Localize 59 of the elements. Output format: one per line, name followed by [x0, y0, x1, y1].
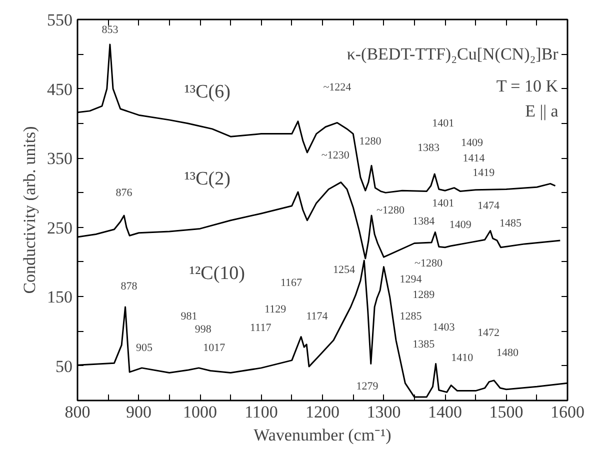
annotation: 853 [102, 24, 119, 36]
annotation: 1474 [477, 200, 500, 212]
annotation: 998 [194, 323, 212, 336]
x-tick-label: 900 [126, 402, 152, 422]
annotation: 1294 [400, 274, 422, 286]
annotation: 1384 [412, 215, 436, 228]
annotation: ~1230 [321, 149, 350, 162]
annotation: 1289 [412, 288, 436, 301]
annotation: 1485 [500, 217, 522, 230]
annotation: E || a [525, 101, 559, 120]
annotation: ¹²C(10) [189, 263, 246, 284]
annotation: 876 [116, 186, 133, 199]
x-tick-label: 1600 [550, 402, 584, 422]
annotation: 1480 [496, 347, 519, 360]
annotation: 1254 [332, 264, 356, 276]
x-tick-label: 1300 [366, 402, 401, 422]
annotation: 1403 [432, 321, 456, 334]
annotation: 878 [120, 280, 138, 293]
y-tick-label: 150 [47, 288, 72, 307]
annotation: 1017 [203, 342, 226, 354]
annotation: ¹³C(2) [184, 168, 230, 190]
annotation: 1385 [412, 338, 436, 351]
annotation: 1280 [359, 136, 382, 148]
x-tick-label: 800 [64, 402, 90, 422]
annotation: ¹³C(6) [184, 82, 230, 103]
text: κ-(BEDT-TTF)₂Cu[N(CN)₂]Br [346, 44, 559, 64]
y-tick-label: 250 [47, 218, 72, 238]
annotation: 1117 [250, 322, 272, 334]
annotation: 1419 [472, 166, 496, 179]
annotation: 981 [180, 310, 198, 322]
x-axis-title: Wavenumber (cm⁻¹) [254, 426, 392, 444]
annotation: 1383 [417, 142, 440, 154]
annotation: ~1280 [414, 257, 443, 270]
annotation: 1410 [451, 352, 474, 364]
annotation: 1414 [462, 152, 486, 164]
y-tick-label: 50 [56, 356, 72, 376]
x-tick-label: 1400 [428, 402, 462, 422]
annotation: 1401 [432, 118, 454, 130]
x-tick-label: 1100 [244, 402, 278, 422]
annotation: 1174 [306, 310, 328, 322]
y-tick-label: 550 [47, 10, 72, 30]
y-tick-label: 350 [47, 149, 72, 168]
y-axis-title: Conductivity (arb. units) [20, 126, 39, 294]
x-tick-label: 1200 [306, 402, 340, 422]
annotation: 1285 [400, 310, 422, 322]
annotation: 1409 [449, 218, 472, 231]
annotation: 905 [136, 342, 154, 354]
annotation: 1409 [460, 137, 484, 150]
annotation: ~1224 [323, 81, 352, 94]
x-tick-label: 1000 [183, 402, 217, 422]
annotation: T = 10 K [496, 76, 559, 96]
annotation: 1401 [432, 197, 454, 210]
annotation: 1279 [356, 380, 379, 392]
annotation: 1129 [264, 303, 287, 316]
annotation: 1472 [477, 326, 500, 339]
annotation: 1167 [280, 277, 303, 290]
y-tick-label: 450 [47, 80, 72, 99]
x-tick-label: 1500 [489, 402, 524, 422]
annotation: ~1280 [376, 204, 405, 217]
